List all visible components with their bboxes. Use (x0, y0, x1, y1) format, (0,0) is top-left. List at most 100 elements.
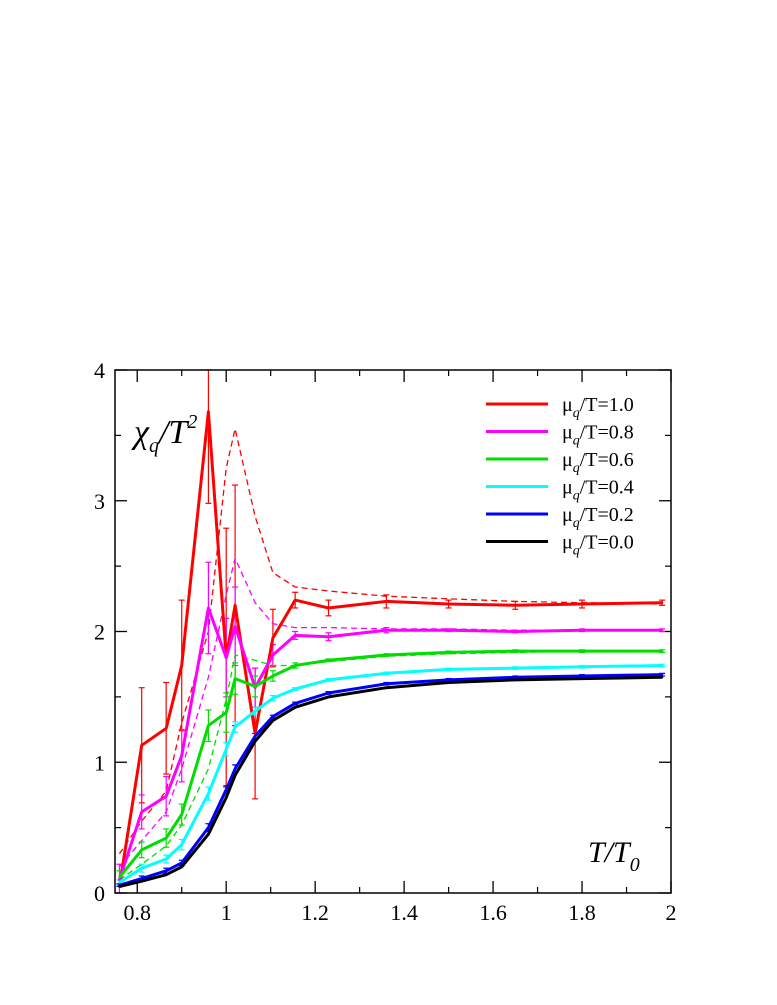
x-axis-title-main: T/T (588, 836, 632, 869)
data-point (385, 672, 388, 675)
data-point (271, 636, 275, 640)
data-point (514, 678, 517, 682)
legend-label-rest: /T=0.8 (580, 422, 634, 444)
data-point (118, 876, 121, 879)
data-point (327, 659, 330, 662)
data-point (253, 740, 257, 743)
series-line-0 (117, 410, 663, 887)
data-point (271, 715, 275, 718)
x-tick-label: 1.4 (390, 900, 418, 925)
legend-label-mu: μ (562, 532, 573, 554)
legend-label-sub: q (573, 516, 580, 531)
legend-label: μq/T=0.6 (562, 449, 634, 476)
data-point (580, 677, 584, 680)
y-axis-title-main: χ (131, 414, 150, 451)
data-point (293, 702, 297, 705)
data-point (207, 832, 210, 836)
series-line-2 (118, 649, 663, 879)
series-line-1 (117, 606, 663, 881)
data-point (293, 634, 297, 637)
data-point (233, 774, 237, 777)
legend-label-sub: q (573, 434, 580, 449)
legend-label-sub: q (573, 461, 580, 476)
y-tick-label: 0 (94, 881, 105, 906)
tick-labels: 0.8 1 1.2 1.4 1.6 1.8 2 0 1 2 3 4 (94, 358, 677, 925)
data-point (514, 604, 517, 607)
legend-label-rest: /T=1.0 (580, 394, 634, 416)
legend-label-sub: q (573, 489, 580, 504)
legend-label-rest: /T=0.2 (580, 504, 634, 526)
data-point (327, 606, 330, 610)
data-point (660, 676, 664, 679)
legend-label-mu: μ (562, 394, 573, 416)
legend-label-mu: μ (562, 504, 573, 526)
data-point (140, 877, 143, 880)
series-line-5 (119, 675, 663, 888)
y-tick-label: 1 (94, 750, 105, 775)
data-point (164, 869, 168, 872)
data-point (385, 686, 388, 689)
data-point (327, 695, 330, 699)
data-point (225, 796, 228, 799)
data-point (327, 635, 330, 638)
data-point (207, 826, 210, 829)
data-point (180, 813, 183, 816)
x-tick-label: 1.6 (479, 900, 507, 925)
x-tick-label: 1 (221, 900, 232, 925)
data-point (293, 598, 297, 602)
y-axis-title-slash: /T (157, 414, 189, 451)
y-tick-label: 3 (94, 489, 105, 514)
data-point (118, 885, 121, 888)
data-point (580, 649, 584, 653)
legend-label-mu: μ (562, 422, 573, 444)
x-axis-title: T/T0 (588, 836, 640, 876)
data-point (447, 628, 450, 632)
data-point (271, 653, 275, 657)
data-point (233, 625, 237, 628)
data-point (447, 678, 450, 682)
data-point (385, 600, 388, 603)
x-tick-label: 0.8 (123, 900, 151, 925)
data-point (660, 601, 664, 604)
legend-label: μq/T=0.4 (562, 477, 634, 504)
data-point (293, 664, 297, 667)
data-point (385, 653, 388, 657)
legend-label-sub: q (573, 406, 580, 421)
data-point (660, 673, 664, 676)
data-point (207, 724, 210, 727)
legend-label-sub: q (573, 544, 580, 559)
legend-label: μq/T=0.0 (562, 532, 634, 559)
data-point (514, 630, 517, 633)
series-line-3 (118, 664, 663, 884)
data-point (207, 792, 210, 795)
y-axis-title-sub: q (149, 435, 159, 457)
data-point (385, 628, 388, 632)
data-point (140, 848, 143, 852)
data-point (233, 604, 237, 607)
data-point (140, 866, 143, 870)
data-point (660, 649, 664, 653)
data-point (233, 767, 237, 770)
dashed-line-series-0 (118, 428, 663, 855)
legend-label: μq/T=1.0 (562, 394, 634, 421)
x-tick-label: 1.2 (301, 900, 329, 925)
legend-label-rest: /T=0.6 (580, 449, 634, 471)
legend-label-mu: μ (562, 449, 573, 471)
data-point (327, 678, 330, 682)
series-layer (116, 369, 666, 894)
data-point (271, 696, 275, 700)
y-axis-title: χq/T2 (131, 411, 197, 457)
data-point (118, 881, 121, 884)
y-tick-label: 2 (94, 620, 105, 645)
data-point (385, 682, 388, 685)
data-point (253, 710, 257, 713)
data-point (447, 668, 450, 671)
data-point (293, 687, 297, 691)
data-point (180, 865, 183, 869)
data-point (514, 649, 517, 653)
data-point (271, 719, 275, 722)
legend-label: μq/T=0.2 (562, 504, 634, 531)
data-point (180, 754, 183, 757)
data-point (233, 677, 237, 680)
